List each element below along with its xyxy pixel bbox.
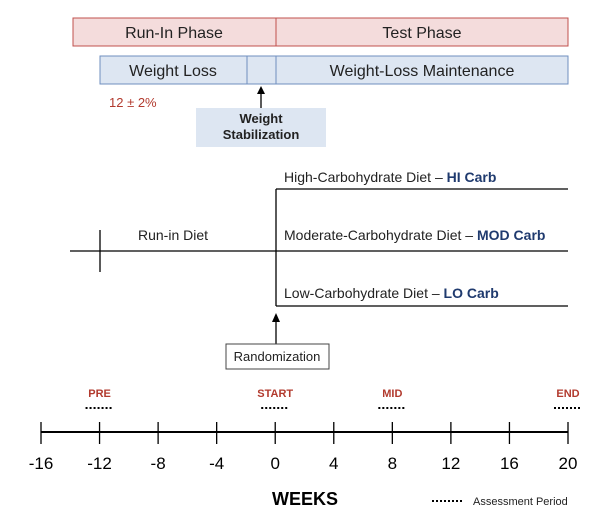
mod-carb-abbr: MOD Carb [477,227,545,243]
randomization-box [225,343,330,370]
axis-title: WEEKS [272,489,338,509]
randomization-label: Randomization [234,349,321,364]
assessment-label-pre: PRE [88,388,111,400]
test-phase-label: Test Phase [382,25,461,42]
assessment-label-end: END [556,388,579,400]
lo-carb-abbr: LO Carb [444,285,499,301]
legend-label: Assessment Period [473,496,568,508]
weight-loss-box [99,55,248,85]
assessment-label-start: START [257,388,293,400]
axis-tick-label: 8 [388,454,397,473]
weight-loss-target: 12 ± 2% [109,95,157,110]
hi-carb-label: High-Carbohydrate Diet – HI Carb [284,169,496,185]
stabilization-callout: Weight Stabilization [196,86,326,147]
axis-tick-label: -16 [29,454,54,473]
up-arrow-icon [257,86,265,94]
hi-carb-abbr: HI Carb [447,169,497,185]
test-phase-box [275,17,569,47]
mod-carb-label: Moderate-Carbohydrate Diet – MOD Carb [284,227,545,243]
axis-tick-label: -4 [209,454,224,473]
run-in-phase-label: Run-In Phase [125,25,223,42]
axis-tick-label: 0 [270,454,279,473]
legend: Assessment Period [432,496,568,508]
axis-tick-label: 20 [559,454,578,473]
subphase-bar: Weight Loss Weight-Loss Maintenance [99,55,569,85]
assessment-markers: PRE START MID END [85,388,582,409]
stabilization-label-box [196,108,326,147]
axis-tick-label: -12 [87,454,112,473]
up-arrow-icon [272,313,280,322]
axis-tick-label: 4 [329,454,338,473]
assessment-label-mid: MID [382,388,402,400]
axis-tick-label: 16 [500,454,519,473]
hi-carb-text: High-Carbohydrate Diet – [284,169,447,185]
run-in-diet-label: Run-in Diet [138,227,208,243]
stabilization-label-line1: Weight [239,111,283,126]
axis-tick-label: 12 [441,454,460,473]
timeline-axis: -16 -12 -8 -4 0 4 8 12 16 20 [29,422,578,473]
maintenance-box [275,55,569,85]
diet-flow: Run-in Diet High-Carbohydrate Diet – HI … [70,169,568,307]
randomization-callout: Randomization [225,313,330,370]
stabilization-label-line2: Stabilization [223,127,300,142]
lo-carb-text: Low-Carbohydrate Diet – [284,285,444,301]
stabilization-box [246,55,277,85]
axis-tick-label: -8 [151,454,166,473]
maintenance-label: Weight-Loss Maintenance [330,63,515,80]
lo-carb-label: Low-Carbohydrate Diet – LO Carb [284,285,499,301]
weight-loss-label: Weight Loss [129,63,217,80]
run-in-phase-box [72,17,277,47]
phase-bar: Run-In Phase Test Phase [72,17,569,47]
mod-carb-text: Moderate-Carbohydrate Diet – [284,227,477,243]
